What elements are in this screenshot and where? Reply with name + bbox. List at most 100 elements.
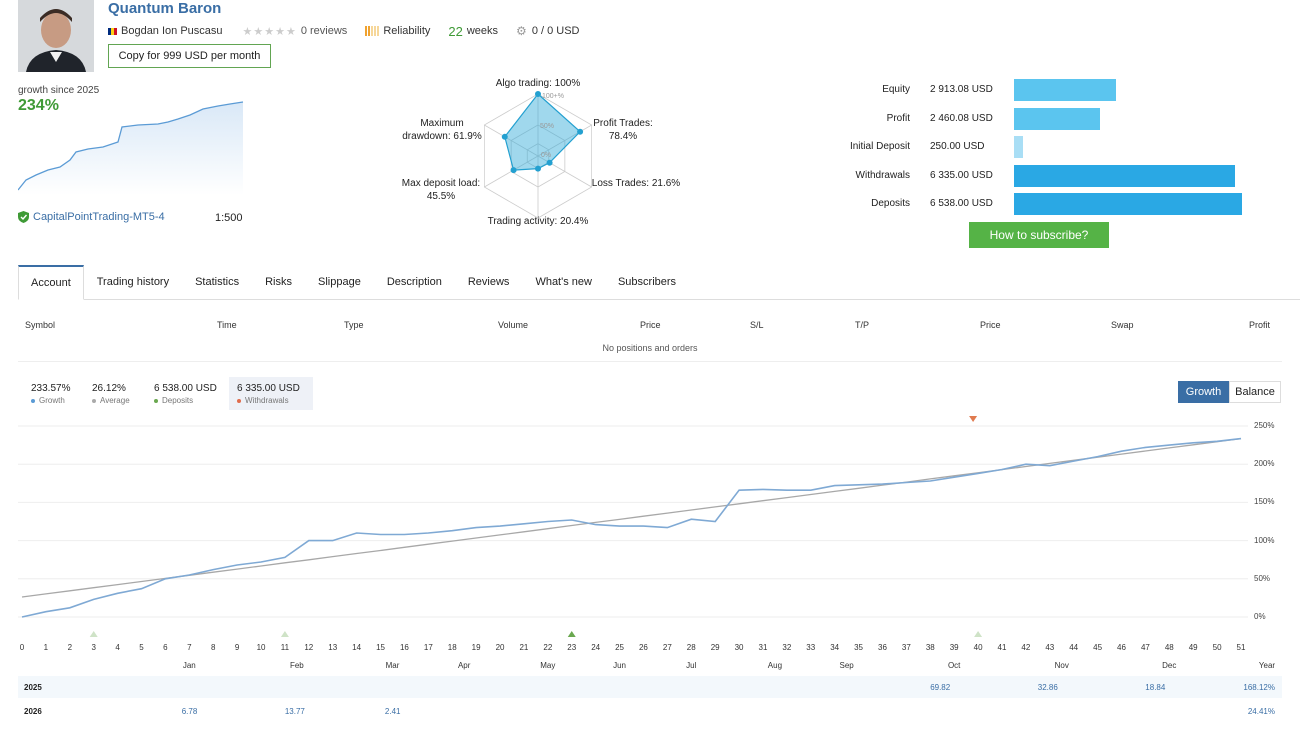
x-tick-label: 42	[1021, 643, 1031, 652]
copy-subscribe-button[interactable]: Copy for 999 USD per month	[108, 44, 271, 68]
col-header-profit[interactable]: Profit	[1249, 320, 1271, 330]
legend-dot-icon	[31, 398, 35, 403]
sparkline-area	[18, 102, 243, 195]
month-return[interactable]: 69.82	[930, 683, 951, 692]
x-tick-label: 9	[234, 643, 240, 652]
stat-row-withdrawals: Withdrawals 6 335.00 USD	[818, 164, 1298, 187]
tab-trading-history[interactable]: Trading history	[96, 276, 170, 288]
verified-shield-icon	[18, 211, 29, 223]
x-tick-label: 25	[615, 643, 624, 652]
balance-toggle-button[interactable]: Balance	[1229, 381, 1281, 403]
radar-point-loss	[546, 159, 553, 166]
tab-description[interactable]: Description	[386, 276, 442, 288]
y-tick-label: 150%	[1254, 497, 1275, 507]
x-tick-label: 33	[806, 643, 816, 652]
legend-dot-icon	[154, 398, 158, 403]
month-label: Jun	[613, 661, 626, 670]
x-tick-label: 13	[328, 643, 338, 652]
x-tick-label: 26	[638, 643, 648, 652]
month-label: Feb	[289, 661, 304, 670]
col-header-time[interactable]: Time	[217, 320, 237, 330]
deposit-marker[interactable]	[974, 631, 983, 637]
col-header-price[interactable]: Price	[640, 320, 661, 330]
signal-tabs: Account Trading history Statistics Risks Sli…	[18, 265, 1300, 300]
x-tick-label: 8	[210, 643, 216, 652]
col-header-swap[interactable]: Swap	[1111, 320, 1134, 330]
stat-label: Withdrawals	[855, 169, 910, 181]
broker-name[interactable]: CapitalPointTrading-MT5-4	[33, 211, 165, 223]
tab-what-s-new[interactable]: What's new	[535, 276, 592, 288]
legend-average[interactable]: 26.12% Average	[84, 377, 144, 410]
no-positions-text: No positions and orders	[602, 343, 698, 353]
radar-label-activity: Trading activity: 20.4%	[487, 216, 589, 227]
col-header-volume[interactable]: Volume	[498, 320, 529, 330]
x-tick-label: 16	[399, 643, 409, 652]
x-tick-label: 3	[91, 643, 96, 652]
stat-row-initial-deposit: Initial Deposit 250.00 USD	[818, 136, 1298, 159]
legend-withdrawals[interactable]: 6 335.00 USD Withdrawals	[229, 377, 313, 410]
legend-dot-icon	[92, 398, 96, 403]
signal-title[interactable]: Quantum Baron	[108, 0, 222, 17]
legend-deposits[interactable]: 6 538.00 USD Deposits	[146, 377, 226, 410]
growth-toggle-button[interactable]: Growth	[1178, 381, 1229, 403]
radar-point-profit	[577, 128, 584, 135]
month-return[interactable]: 18.84	[1145, 683, 1166, 692]
month-label: Jan	[182, 661, 196, 670]
col-header-s-l[interactable]: S/L	[750, 320, 764, 330]
legend-dot-icon	[237, 398, 241, 403]
month-return[interactable]: 32.86	[1037, 683, 1058, 692]
withdrawal-marker[interactable]	[969, 416, 978, 422]
radar-ring-0: 0%	[541, 152, 551, 159]
subscribers-funds: 0 / 0 USD	[531, 25, 580, 37]
broker-server[interactable]: CapitalPointTrading-MT5-4	[18, 211, 165, 223]
col-header-type[interactable]: Type	[344, 320, 364, 330]
radar-point-activity	[535, 165, 541, 172]
legend-value: 26.12%	[92, 383, 126, 394]
subscribers-icon: ⚙	[516, 24, 527, 38]
stat-value: 2 913.08 USD	[930, 84, 993, 95]
stat-bar	[1014, 193, 1242, 216]
x-tick-label: 5	[139, 643, 144, 652]
radar-shape	[501, 91, 584, 174]
col-header-symbol[interactable]: Symbol	[25, 320, 56, 330]
stat-row-profit: Profit 2 460.08 USD	[818, 107, 1298, 130]
author-name[interactable]: Bogdan Ion Puscasu	[121, 25, 223, 37]
month-label: Aug	[767, 661, 783, 670]
deposit-marker[interactable]	[567, 631, 576, 637]
x-tick-label: 51	[1236, 643, 1246, 652]
x-tick-label: 32	[782, 643, 792, 652]
month-return[interactable]: 13.77	[284, 707, 305, 716]
radar-point-drawdown	[501, 133, 508, 140]
year-total-return: 24.41%	[1247, 707, 1275, 716]
month-return[interactable]: 2.41	[384, 707, 401, 716]
stat-value: 2 460.08 USD	[930, 112, 993, 124]
month-return[interactable]: 6.78	[181, 707, 198, 716]
x-tick-label: 30	[734, 643, 744, 652]
x-tick-label: 29	[710, 643, 720, 652]
x-tick-label: 43	[1045, 643, 1055, 652]
tab-reviews[interactable]: Reviews	[467, 276, 510, 288]
x-tick-label: 34	[830, 643, 840, 652]
growth-since-label: growth since 2025	[18, 85, 100, 96]
x-tick-label: 19	[471, 643, 481, 652]
radar-axis	[484, 124, 539, 157]
tab-subscribers[interactable]: Subscribers	[617, 276, 677, 288]
tab-slippage[interactable]: Slippage	[318, 276, 361, 288]
how-to-subscribe-button[interactable]: How to subscribe?	[969, 222, 1109, 248]
deposit-marker[interactable]	[89, 631, 98, 637]
tab-statistics[interactable]: Statistics	[195, 276, 240, 288]
tab-risks[interactable]: Risks	[265, 276, 292, 288]
x-tick-label: 40	[973, 643, 983, 652]
legend-growth[interactable]: 233.57% Growth	[23, 377, 81, 410]
radar-label-load-1: Max deposit load:	[401, 178, 481, 189]
col-header-price[interactable]: Price	[980, 320, 1001, 330]
legend-caption: Average	[92, 396, 136, 405]
col-header-t-p[interactable]: T/P	[855, 320, 870, 330]
x-tick-label: 11	[280, 643, 290, 652]
tab-account[interactable]: Account	[18, 265, 84, 300]
x-tick-label: 38	[925, 643, 935, 652]
x-tick-label: 2	[67, 643, 73, 652]
month-label: May	[540, 661, 556, 670]
reviews-count[interactable]: 0 reviews	[300, 25, 348, 37]
deposit-marker[interactable]	[280, 631, 289, 637]
